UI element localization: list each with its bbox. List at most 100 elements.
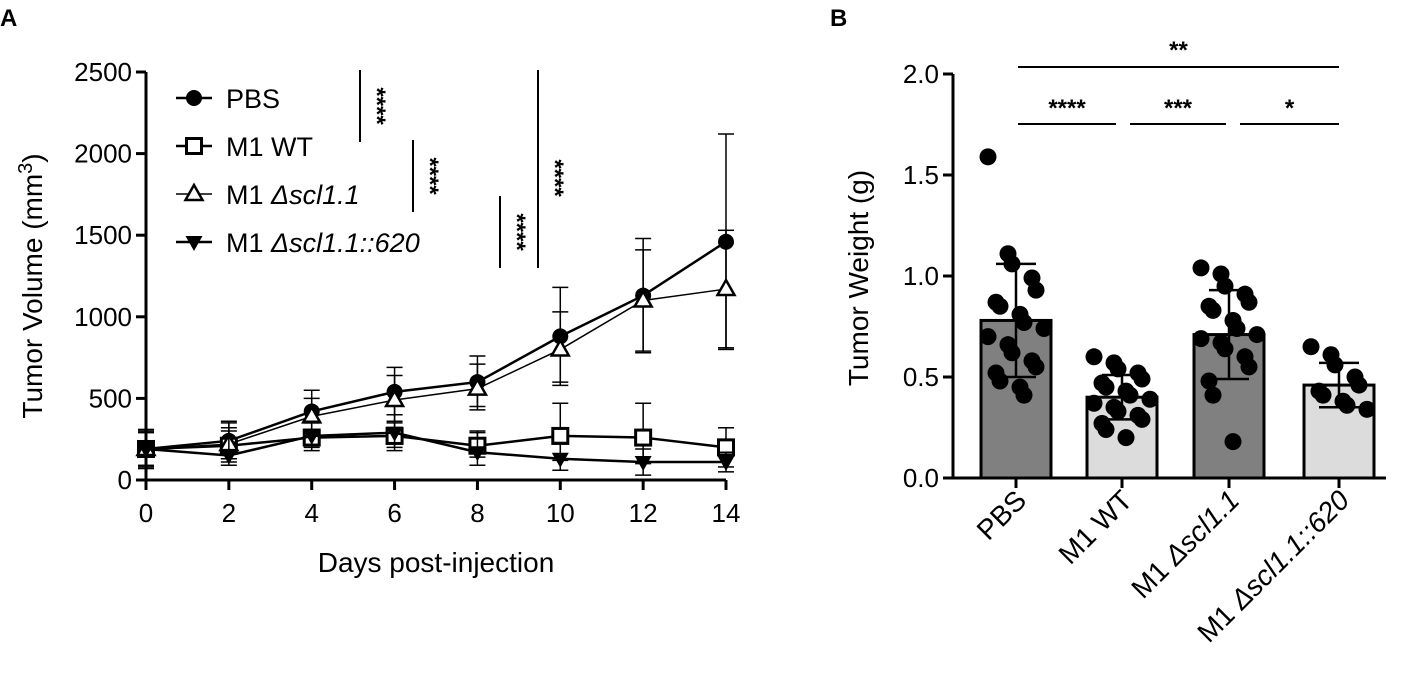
x-tick-label-text: M1 WT	[1053, 484, 1139, 570]
legend-label: PBS	[226, 84, 280, 114]
significance-label: **	[1169, 37, 1188, 64]
data-point	[1085, 394, 1103, 412]
x-tick-label-italic: Δscl1.1	[1158, 484, 1246, 572]
data-point	[1015, 313, 1033, 331]
data-point	[1097, 421, 1115, 439]
legend-label-italic: Δscl1.1	[270, 180, 360, 210]
data-point	[634, 428, 653, 447]
significance-label: *	[1285, 95, 1295, 122]
x-tick-label: 0	[139, 498, 153, 528]
x-tick-label: 6	[387, 498, 401, 528]
legend-marker	[183, 182, 205, 202]
significance-label: ****	[416, 157, 443, 195]
y-tick-label: 2000	[74, 139, 132, 169]
data-point	[137, 442, 155, 458]
data-point	[717, 456, 735, 472]
data-point	[1141, 390, 1159, 408]
y-axis-title: Tumor Weight (g)	[843, 170, 874, 386]
legend-label: M1 Δscl1.1	[226, 180, 360, 210]
series-line	[145, 240, 727, 451]
y-axis-title-text: Tumor Volume (mm	[17, 174, 48, 419]
x-tick-label: 14	[712, 498, 741, 528]
significance-0: **	[1018, 37, 1339, 68]
y-tick-label: 2500	[74, 57, 132, 87]
significance-0: ****	[359, 70, 390, 142]
significance-1: ****	[1018, 95, 1116, 125]
data-point	[979, 328, 997, 346]
data-point	[1192, 259, 1210, 277]
legend-label: M1 Δscl1.1::620	[226, 228, 420, 258]
data-point	[1085, 348, 1103, 366]
series-line	[145, 434, 727, 451]
x-tick-label: 8	[470, 498, 484, 528]
data-point	[1109, 360, 1127, 378]
data-point	[551, 452, 569, 468]
bar-group-3	[1302, 338, 1376, 488]
y-tick-label: 500	[89, 383, 132, 413]
series-line	[145, 431, 726, 464]
data-point	[991, 297, 1009, 315]
data-point	[1117, 429, 1135, 447]
x-tick-label: 12	[629, 498, 658, 528]
data-point	[1248, 326, 1266, 344]
significance-label: ****	[1048, 95, 1086, 122]
bar-group-0	[979, 148, 1053, 488]
significance-2: ***	[1130, 95, 1226, 125]
legend-label: M1 WT	[226, 132, 313, 162]
series-line	[145, 288, 727, 450]
data-point	[383, 388, 406, 408]
significance-label: ****	[363, 87, 390, 125]
x-tick-label-text: PBS	[971, 484, 1033, 546]
legend-label-italic: Δscl1.1::620	[270, 228, 420, 258]
data-point	[1097, 378, 1115, 396]
data-point	[551, 426, 570, 445]
data-point	[1015, 386, 1033, 404]
y-axis-title: Tumor Volume (mm3)	[15, 153, 48, 418]
data-point	[1216, 340, 1234, 358]
data-point	[1003, 344, 1021, 362]
data-point	[220, 449, 238, 465]
significance-1: ****	[412, 140, 443, 212]
panel-b-bar-chart: 0.0 0.5 1.0 1.5 2.0 Tumor Weight (g) PBS M1 WTM…	[843, 37, 1386, 648]
data-point	[303, 429, 321, 445]
data-point	[991, 372, 1009, 390]
data-point	[1338, 396, 1356, 414]
data-point	[1314, 386, 1332, 404]
significance-label: ****	[541, 159, 568, 197]
data-point	[549, 337, 571, 357]
y-tick-label: 1000	[74, 302, 132, 332]
data-point	[468, 446, 486, 462]
data-point	[1228, 320, 1246, 338]
x-tick-label: M1 Δscl1.1	[1125, 484, 1245, 604]
data-point	[1027, 358, 1045, 376]
data-point	[1121, 386, 1139, 404]
legend-marker	[186, 90, 202, 106]
y-axis-title-superscript: 3	[15, 163, 37, 174]
data-point	[1035, 320, 1053, 338]
data-point	[1240, 293, 1258, 311]
data-point	[1027, 281, 1045, 299]
bar-group-2	[1192, 259, 1266, 488]
data-point	[1350, 376, 1368, 394]
series-2	[135, 229, 737, 468]
significance-3: ****	[537, 70, 568, 268]
legend-label-text: M1 WT	[226, 132, 313, 162]
x-tick-label: 2	[222, 498, 236, 528]
data-point	[1302, 338, 1320, 356]
legend-marker	[185, 137, 203, 155]
legend-label-text: PBS	[226, 84, 280, 114]
series-3	[137, 413, 735, 476]
data-point	[715, 277, 737, 297]
panel-a-line-chart: 0 500 1000 1500 2000 2500 0 2 4 6 8 10 12 14 Days post…	[15, 57, 740, 578]
bar-group-1	[1085, 348, 1159, 488]
data-point	[386, 426, 404, 442]
data-point	[1192, 330, 1210, 348]
data-point	[1240, 358, 1258, 376]
legend-label-text: M1	[226, 180, 271, 210]
data-point	[632, 288, 654, 308]
significance-3: *	[1240, 95, 1339, 125]
legend-label-text: M1	[226, 228, 271, 258]
y-tick-label: 1.0	[903, 261, 939, 291]
